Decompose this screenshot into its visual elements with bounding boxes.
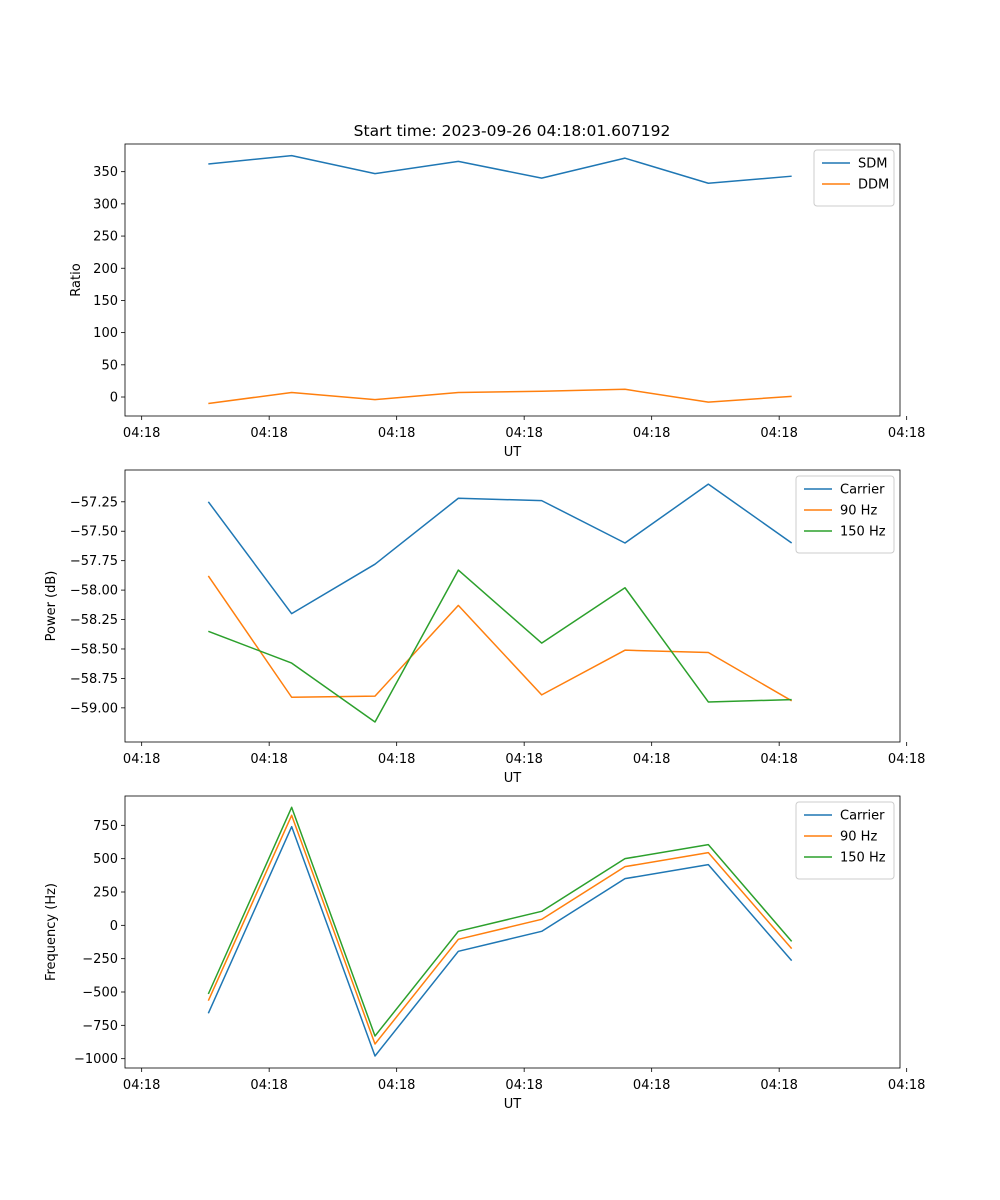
ratio-y-tick-label: 200 (93, 262, 118, 277)
power-legend-entry: 150 Hz (840, 525, 886, 540)
power-y-tick-label: −58.25 (70, 613, 118, 628)
ratio-legend-box (813, 149, 895, 207)
power-y-tick-label: −58.50 (70, 642, 118, 657)
power-x-tick-label: 04:18 (250, 752, 287, 767)
subplot-frequency: 04:18 04:18 04:18 04:18 04:18 04:18 04:18 UT −10… (44, 795, 925, 1112)
ratio-x-tick-label: 04:18 (378, 426, 415, 441)
frequency-x-axis-label: UT (504, 1097, 522, 1112)
power-x-tick-label: 04:18 (760, 752, 797, 767)
ratio-legend-entry: DDM (858, 178, 889, 193)
power-x-tick-label: 04:18 (633, 752, 670, 767)
frequency-y-tick-label: 500 (93, 852, 118, 867)
power-y-tick-label: −58.75 (70, 672, 118, 687)
ratio-y-tick-label: 250 (93, 230, 118, 245)
ratio-y-tick-label: 0 (110, 391, 118, 406)
frequency-series-150-hz-line (207, 806, 793, 1037)
ratio-y-tick-label: 100 (93, 326, 118, 341)
ratio-x-tick-label: 04:18 (250, 426, 287, 441)
frequency-x-tick-label: 04:18 (505, 1078, 542, 1093)
ratio-legend: SDM DDM (813, 149, 895, 207)
frequency-x-tick-label: 04:18 (378, 1078, 415, 1093)
power-axes-frame (124, 469, 901, 743)
subplot-power: 04:18 04:18 04:18 04:18 04:18 04:18 04:18 UT −59… (44, 469, 925, 786)
power-y-axis-label: Power (dB) (44, 571, 59, 642)
power-legend-box (795, 475, 895, 554)
frequency-legend-entry: Carrier (840, 809, 885, 824)
ratio-series-ddm-line (208, 388, 792, 405)
power-y-tick-label: −58.00 (70, 584, 118, 599)
frequency-y-tick-label: −750 (82, 1019, 118, 1034)
ratio-y-tick-label: 150 (93, 294, 118, 309)
frequency-legend-entry: 150 Hz (840, 851, 886, 866)
power-x-tick-label: 04:18 (888, 752, 925, 767)
power-legend-entry: 90 Hz (840, 504, 877, 519)
power-x-axis-label: UT (504, 771, 522, 786)
frequency-legend-entry: 90 Hz (840, 830, 877, 845)
ratio-y-tick-label: 50 (101, 358, 118, 373)
frequency-y-axis-label: Frequency (Hz) (44, 883, 59, 981)
frequency-x-tick-label: 04:18 (250, 1078, 287, 1093)
frequency-x-tick-label: 04:18 (760, 1078, 797, 1093)
ratio-x-tick-label: 04:18 (123, 426, 160, 441)
ratio-x-tick-label: 04:18 (760, 426, 797, 441)
ratio-x-tick-label: 04:18 (633, 426, 670, 441)
power-series-carrier-line (207, 483, 793, 615)
frequency-x-tick-label: 04:18 (633, 1078, 670, 1093)
frequency-series-90-hz-line (207, 814, 793, 1045)
ratio-x-axis-label: UT (504, 445, 522, 460)
ratio-series-sdm-line (208, 154, 792, 185)
frequency-legend-box (795, 801, 895, 880)
power-series-150-hz-line (208, 569, 792, 723)
ratio-x-tick-label: 04:18 (888, 426, 925, 441)
ratio-x-tick-label: 04:18 (505, 426, 542, 441)
power-y-tick-label: −59.00 (70, 701, 118, 716)
ratio-axes-frame (124, 143, 901, 417)
subplot-ratio: 04:18 04:18 04:18 04:18 04:18 04:18 04:18 UT 0 50… (69, 143, 925, 460)
frequency-y-tick-label: −1000 (74, 1052, 118, 1067)
power-series-90-hz-line (207, 575, 793, 702)
power-y-tick-label: −57.50 (70, 525, 118, 540)
frequency-y-tick-label: 250 (93, 886, 118, 901)
frequency-y-tick-label: −250 (82, 952, 118, 967)
frequency-y-tick-label: −500 (82, 986, 118, 1001)
frequency-legend: Carrier 90 Hz 150 Hz (795, 801, 895, 880)
power-y-tick-label: −57.25 (70, 495, 118, 510)
power-legend-entry: Carrier (840, 483, 885, 498)
power-x-tick-label: 04:18 (505, 752, 542, 767)
ratio-legend-entry: SDM (858, 157, 887, 172)
ratio-y-tick-label: 300 (93, 197, 118, 212)
ratio-y-tick-label: 350 (93, 165, 118, 180)
power-x-tick-label: 04:18 (123, 752, 160, 767)
frequency-series-carrier-line (207, 825, 793, 1057)
frequency-axes-frame (124, 795, 901, 1069)
ratio-y-axis-label: Ratio (69, 263, 84, 296)
frequency-y-tick-label: 750 (93, 819, 118, 834)
frequency-x-tick-label: 04:18 (888, 1078, 925, 1093)
power-legend: Carrier 90 Hz 150 Hz (795, 475, 895, 554)
frequency-y-tick-label: 0 (110, 919, 118, 934)
frequency-x-tick-label: 04:18 (123, 1078, 160, 1093)
figure-title: Start time: 2023-09-26 04:18:01.607192 (354, 122, 671, 140)
power-x-tick-label: 04:18 (378, 752, 415, 767)
power-y-tick-label: −57.75 (70, 554, 118, 569)
